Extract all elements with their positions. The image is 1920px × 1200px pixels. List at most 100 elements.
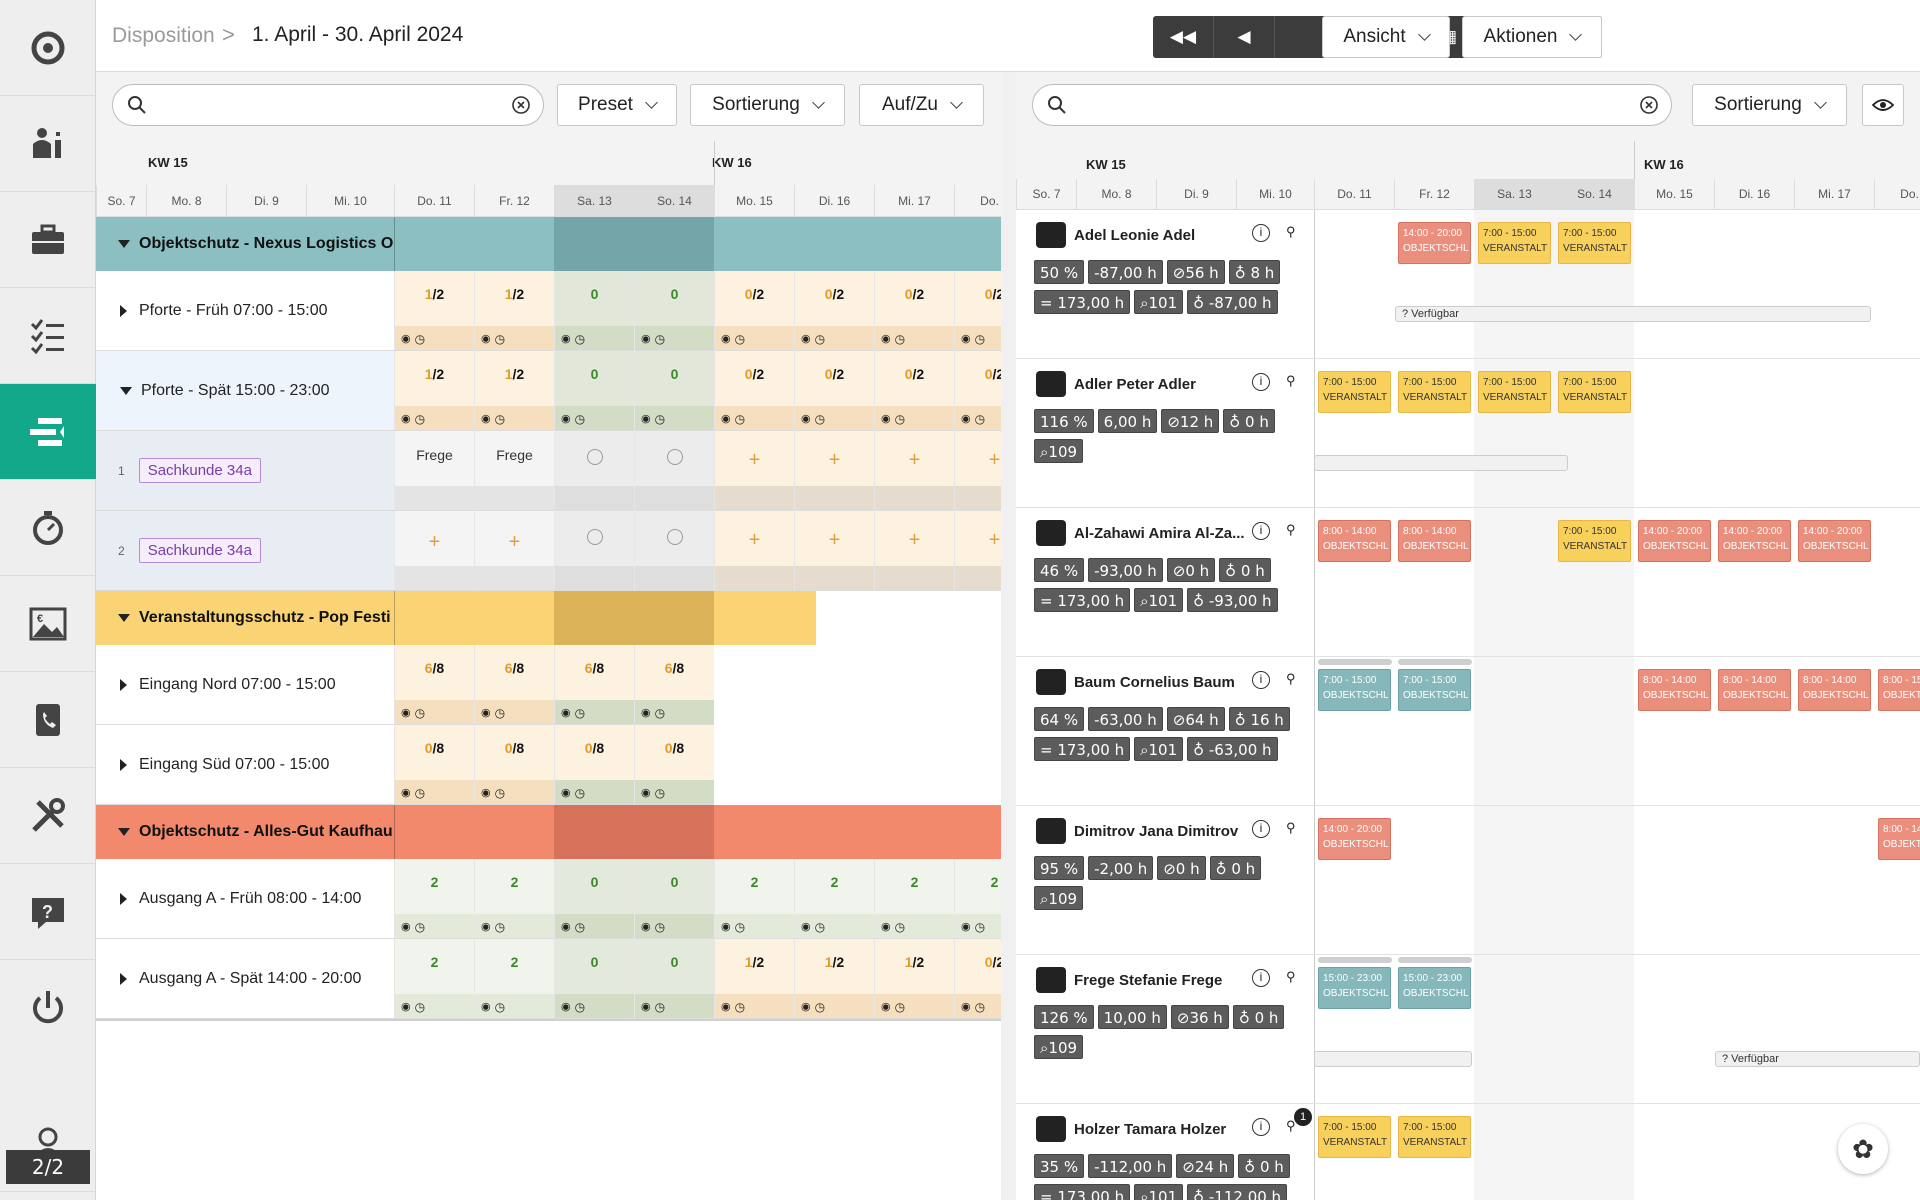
group-header[interactable]: Objektschutz - Alles-Gut Kaufhau bbox=[96, 805, 1001, 859]
slot-cell[interactable]: + bbox=[794, 511, 874, 591]
pin-icon[interactable]: ⚲ bbox=[1286, 969, 1296, 984]
pin-icon[interactable]: ⚲ bbox=[1286, 820, 1296, 835]
clock-icon[interactable]: ◷ bbox=[734, 920, 746, 934]
add-icon[interactable]: + bbox=[988, 449, 1001, 471]
info-icon[interactable]: i bbox=[1252, 373, 1270, 391]
eye-icon[interactable]: ◉ bbox=[561, 413, 571, 425]
clock-icon[interactable]: ◷ bbox=[574, 332, 586, 346]
schedule-cell[interactable]: 0/2 ◉ ◷ bbox=[954, 351, 1001, 431]
schedule-cell[interactable]: 0/8 ◉ ◷ bbox=[634, 725, 714, 805]
sidebar-item-planning[interactable] bbox=[0, 384, 96, 480]
shift-block[interactable]: 7:00 - 15:00 OBJEKTSCHL bbox=[1318, 669, 1391, 711]
shift-block[interactable]: 7:00 - 15:00 VERANSTALT bbox=[1318, 1116, 1391, 1158]
shift-row-label[interactable]: Eingang Nord 07:00 - 15:00 bbox=[96, 645, 394, 725]
add-icon[interactable]: + bbox=[748, 449, 761, 471]
eye-icon[interactable]: ◉ bbox=[801, 1001, 811, 1013]
clock-icon[interactable]: ◷ bbox=[654, 332, 666, 346]
clock-icon[interactable]: ◷ bbox=[734, 1000, 746, 1014]
eye-icon[interactable]: ◉ bbox=[881, 1001, 891, 1013]
sidebar-item-help[interactable]: ? bbox=[0, 864, 96, 960]
clock-icon[interactable]: ◷ bbox=[414, 1000, 426, 1014]
clock-icon[interactable]: ◷ bbox=[414, 786, 426, 800]
shift-block[interactable]: 8:00 - 15:00 OBJEKT bbox=[1878, 669, 1920, 711]
actions-button[interactable]: Aktionen bbox=[1462, 16, 1602, 58]
pin-icon[interactable]: ⚲ bbox=[1286, 1118, 1296, 1133]
clock-icon[interactable]: ◷ bbox=[654, 412, 666, 426]
pin-icon[interactable]: ⚲ bbox=[1286, 373, 1296, 388]
eye-icon[interactable]: ◉ bbox=[481, 787, 491, 799]
clock-icon[interactable]: ◷ bbox=[494, 412, 506, 426]
slot-cell[interactable]: + bbox=[954, 431, 1001, 511]
shift-block[interactable]: 7:00 - 15:00 VERANSTALT bbox=[1318, 371, 1391, 413]
clock-icon[interactable]: ◷ bbox=[494, 706, 506, 720]
pin-icon[interactable]: ⚲ bbox=[1286, 522, 1296, 537]
clear-icon[interactable] bbox=[511, 95, 531, 115]
shift-block[interactable]: 15:00 - 23:00 OBJEKTSCHL bbox=[1398, 967, 1471, 1009]
shift-row-label[interactable]: Ausgang A - Spät 14:00 - 20:00 bbox=[96, 939, 394, 1019]
sidebar-item-logo[interactable] bbox=[0, 0, 96, 96]
caret-down-icon[interactable] bbox=[118, 240, 130, 248]
pin-icon[interactable]: ⚲ bbox=[1286, 671, 1296, 686]
slot-cell[interactable]: + bbox=[794, 431, 874, 511]
eye-icon[interactable]: ◉ bbox=[481, 413, 491, 425]
right-sort-button[interactable]: Sortierung bbox=[1692, 84, 1847, 126]
slot-cell[interactable]: + bbox=[874, 431, 954, 511]
clock-icon[interactable]: ◷ bbox=[974, 1000, 986, 1014]
eye-icon[interactable]: ◉ bbox=[561, 707, 571, 719]
add-icon[interactable]: + bbox=[828, 449, 841, 471]
shift-block[interactable]: 8:00 - 14:00 OBJEKTSCHL bbox=[1638, 669, 1711, 711]
sidebar-item-timer[interactable] bbox=[0, 480, 96, 576]
employee-name-block[interactable]: Adler Peter Adler bbox=[1036, 371, 1249, 397]
right-search-input[interactable] bbox=[1032, 84, 1672, 126]
shift-block[interactable]: 15:00 - 23:00 OBJEKTSCHL bbox=[1318, 967, 1391, 1009]
slot-cell[interactable] bbox=[634, 511, 714, 591]
eye-icon[interactable]: ◉ bbox=[561, 1001, 571, 1013]
clock-icon[interactable]: ◷ bbox=[574, 412, 586, 426]
employee-name-block[interactable]: Baum Cornelius Baum bbox=[1036, 669, 1249, 695]
shift-block[interactable]: 7:00 - 15:00 VERANSTALT bbox=[1478, 222, 1551, 264]
eye-icon[interactable]: ◉ bbox=[481, 707, 491, 719]
eye-icon[interactable]: ◉ bbox=[401, 921, 411, 933]
eye-icon[interactable]: ◉ bbox=[481, 1001, 491, 1013]
clock-icon[interactable]: ◷ bbox=[654, 1000, 666, 1014]
schedule-cell[interactable]: 1/2 ◉ ◷ bbox=[874, 939, 954, 1019]
schedule-cell[interactable]: 1/2 ◉ ◷ bbox=[474, 351, 554, 431]
schedule-cell[interactable]: 6/8 ◉ ◷ bbox=[394, 645, 474, 725]
employee-name-block[interactable]: Adel Leonie Adel bbox=[1036, 222, 1249, 248]
clock-icon[interactable]: ◷ bbox=[894, 332, 906, 346]
clock-icon[interactable]: ◷ bbox=[494, 786, 506, 800]
eye-icon[interactable]: ◉ bbox=[881, 413, 891, 425]
eye-icon[interactable]: ◉ bbox=[561, 333, 571, 345]
schedule-cell[interactable]: 0 ◉ ◷ bbox=[554, 859, 634, 939]
schedule-cell[interactable]: 2 ◉ ◷ bbox=[954, 859, 1001, 939]
clock-icon[interactable]: ◷ bbox=[414, 332, 426, 346]
schedule-cell[interactable]: 0/8 ◉ ◷ bbox=[394, 725, 474, 805]
eye-icon[interactable]: ◉ bbox=[481, 333, 491, 345]
eye-icon[interactable]: ◉ bbox=[401, 333, 411, 345]
availability-bar[interactable]: ? Verfügbar bbox=[1715, 1051, 1920, 1067]
sidebar-item-projects[interactable] bbox=[0, 192, 96, 288]
schedule-cell[interactable]: 0/2 ◉ ◷ bbox=[714, 351, 794, 431]
group-header[interactable]: Veranstaltungsschutz - Pop Festi bbox=[96, 591, 816, 645]
add-icon[interactable]: + bbox=[828, 529, 841, 551]
eye-icon[interactable]: ◉ bbox=[401, 1001, 411, 1013]
shift-block[interactable]: 8:00 - 14:00 OBJEKT bbox=[1878, 818, 1920, 860]
slot-cell[interactable]: + bbox=[714, 511, 794, 591]
schedule-cell[interactable]: 0 ◉ ◷ bbox=[634, 859, 714, 939]
eye-icon[interactable]: ◉ bbox=[481, 921, 491, 933]
shift-block[interactable]: 8:00 - 14:00 OBJEKTSCHL bbox=[1318, 520, 1391, 562]
eye-icon[interactable]: ◉ bbox=[641, 707, 651, 719]
caret-right-icon[interactable] bbox=[120, 892, 127, 905]
schedule-cell[interactable]: 1/2 ◉ ◷ bbox=[394, 351, 474, 431]
eye-icon[interactable]: ◉ bbox=[401, 413, 411, 425]
clock-icon[interactable]: ◷ bbox=[494, 1000, 506, 1014]
schedule-cell[interactable]: 0/2 ◉ ◷ bbox=[874, 351, 954, 431]
schedule-cell[interactable]: 2 ◉ ◷ bbox=[394, 939, 474, 1019]
add-icon[interactable]: + bbox=[988, 529, 1001, 551]
sidebar-item-billing[interactable]: € bbox=[0, 576, 96, 672]
eye-icon[interactable]: ◉ bbox=[641, 787, 651, 799]
breadcrumb-root[interactable]: Disposition bbox=[112, 24, 215, 47]
clock-icon[interactable]: ◷ bbox=[734, 412, 746, 426]
visibility-button[interactable] bbox=[1862, 84, 1904, 126]
clock-icon[interactable]: ◷ bbox=[654, 706, 666, 720]
